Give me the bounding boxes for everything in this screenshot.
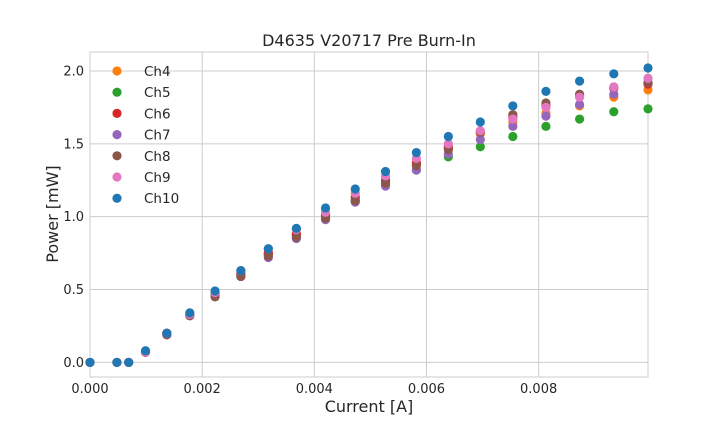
data-point bbox=[643, 73, 653, 83]
x-tick-label: 0.006 bbox=[408, 382, 445, 397]
chart-title: D4635 V20717 Pre Burn-In bbox=[262, 31, 476, 50]
x-tick-label: 0.004 bbox=[296, 382, 333, 397]
data-point bbox=[574, 114, 585, 124]
data-point bbox=[609, 107, 619, 117]
data-point bbox=[263, 251, 273, 261]
y-tick-label: 1.0 bbox=[63, 210, 84, 225]
legend-label: Ch5 bbox=[144, 85, 171, 101]
data-point bbox=[350, 184, 360, 194]
data-point bbox=[475, 142, 485, 152]
data-point bbox=[574, 76, 585, 86]
data-point bbox=[475, 126, 485, 136]
legend-marker bbox=[112, 151, 122, 161]
data-point bbox=[643, 104, 653, 114]
data-point bbox=[350, 196, 360, 206]
legend-label: Ch10 bbox=[144, 191, 179, 207]
data-point bbox=[609, 89, 619, 99]
legend-marker bbox=[112, 172, 122, 182]
y-tick-labels: 0.0 0.5 1.0 1.5 2.0 bbox=[63, 64, 84, 370]
legend-label: Ch9 bbox=[144, 170, 171, 186]
data-point bbox=[411, 147, 421, 158]
data-point bbox=[263, 244, 273, 254]
x-tick-label: 0.000 bbox=[71, 382, 108, 397]
data-point bbox=[320, 203, 331, 213]
data-point bbox=[380, 166, 391, 177]
y-tick-label: 0.0 bbox=[63, 356, 84, 371]
data-point bbox=[541, 121, 551, 131]
data-point bbox=[508, 114, 518, 124]
x-tick-label: 0.008 bbox=[520, 382, 557, 397]
data-point bbox=[541, 111, 551, 121]
data-point bbox=[236, 266, 246, 276]
y-tick-label: 2.0 bbox=[63, 64, 84, 79]
series-ch10 bbox=[85, 63, 653, 368]
data-point bbox=[291, 223, 301, 233]
data-point bbox=[380, 178, 391, 188]
y-tick-label: 0.5 bbox=[63, 283, 84, 298]
x-tick-labels: 0.000 0.002 0.004 0.006 0.008 bbox=[71, 382, 557, 397]
gridlines bbox=[89, 52, 648, 377]
data-point bbox=[185, 308, 195, 318]
legend-label: Ch4 bbox=[144, 64, 171, 80]
data-point bbox=[574, 92, 585, 102]
data-point bbox=[210, 286, 220, 296]
data-point bbox=[508, 131, 518, 142]
data-point bbox=[124, 357, 134, 368]
data-point bbox=[443, 131, 453, 142]
data-point bbox=[508, 101, 518, 111]
data-point bbox=[609, 82, 619, 92]
data-point bbox=[140, 346, 151, 356]
data-points bbox=[85, 63, 653, 368]
data-point bbox=[85, 357, 95, 368]
legend-marker bbox=[112, 108, 122, 118]
legend-label: Ch8 bbox=[144, 149, 171, 165]
data-point bbox=[443, 139, 453, 149]
data-point bbox=[475, 117, 485, 127]
legend: Ch4 Ch5 Ch6 Ch7 Ch8 Ch9 Ch10 bbox=[112, 64, 179, 207]
data-point bbox=[541, 86, 551, 96]
data-point bbox=[609, 69, 619, 79]
y-tick-label: 1.5 bbox=[63, 137, 84, 152]
data-point bbox=[541, 102, 551, 112]
legend-label: Ch7 bbox=[144, 128, 171, 144]
data-point bbox=[508, 121, 518, 131]
legend-marker bbox=[112, 130, 122, 140]
legend-marker bbox=[112, 66, 122, 76]
x-axis-label: Current [A] bbox=[325, 397, 414, 416]
data-point bbox=[411, 161, 421, 171]
y-axis-label: Power [mW] bbox=[43, 165, 62, 262]
data-point bbox=[475, 134, 485, 145]
legend-marker bbox=[112, 87, 122, 97]
plot-area bbox=[89, 51, 649, 378]
x-tick-label: 0.002 bbox=[184, 382, 221, 397]
data-point bbox=[643, 63, 653, 73]
data-point bbox=[162, 328, 172, 338]
data-point bbox=[112, 357, 122, 368]
legend-label: Ch6 bbox=[144, 106, 171, 122]
data-point bbox=[574, 99, 585, 110]
legend-marker bbox=[112, 193, 122, 203]
data-point bbox=[291, 232, 301, 242]
